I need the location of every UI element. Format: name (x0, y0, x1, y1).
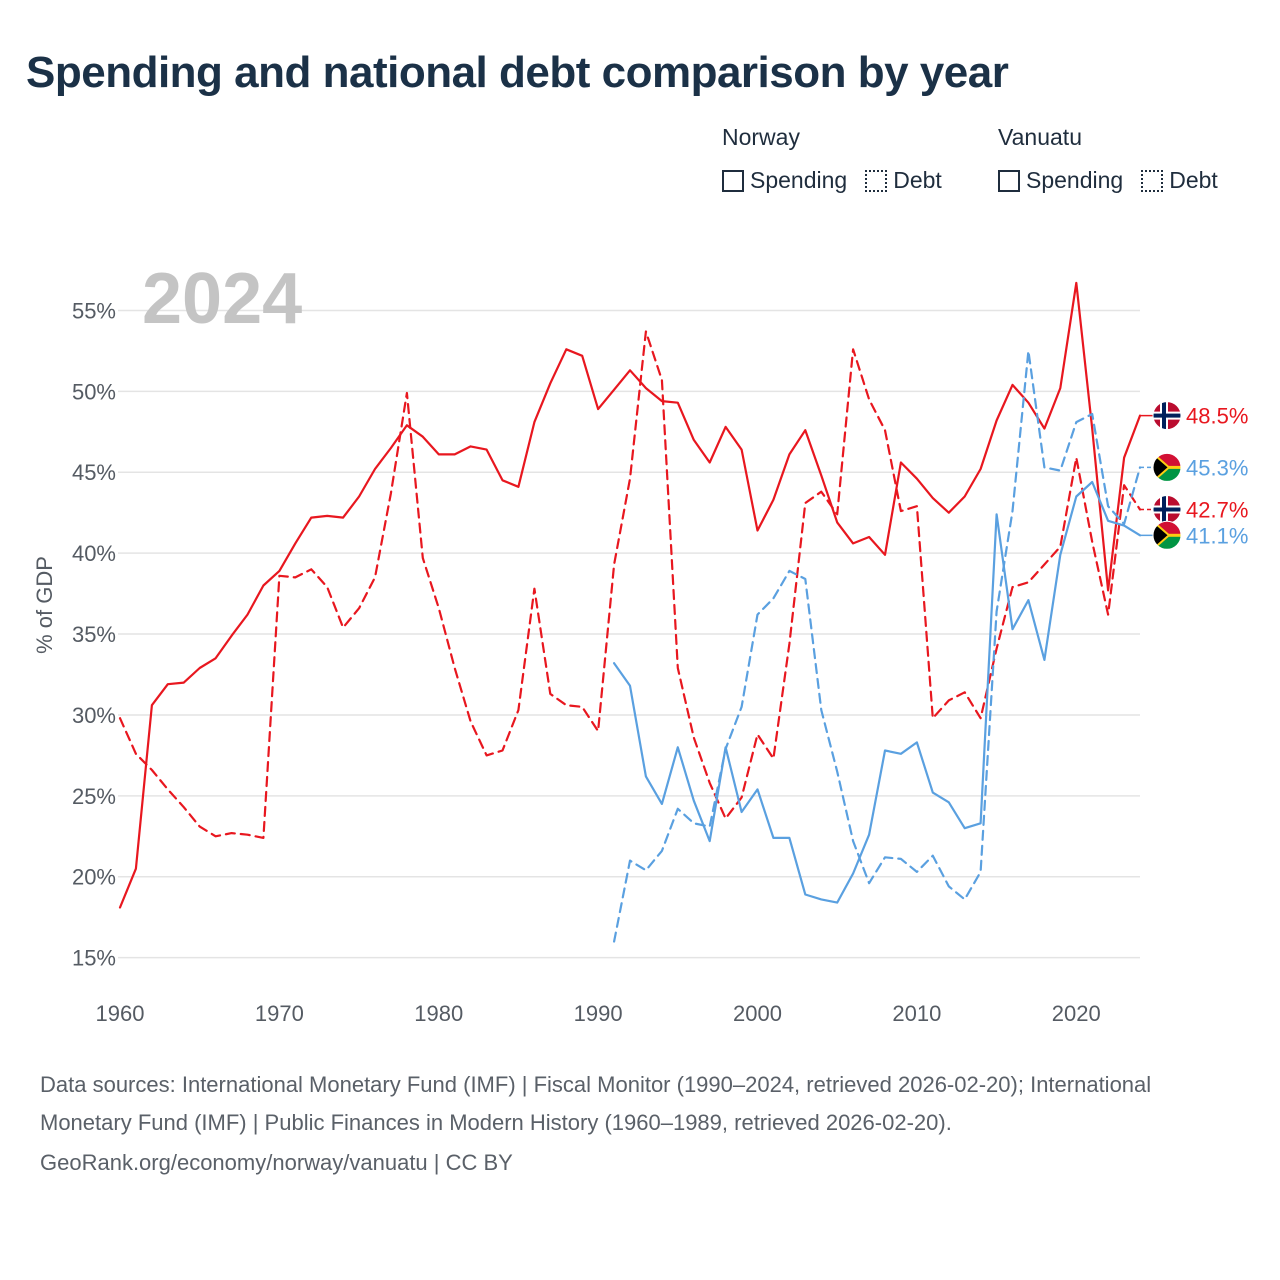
legend-item-vanuatu-spending[interactable]: Spending (998, 167, 1123, 194)
flag-clip (1153, 495, 1181, 524)
flag-cross-blue-v (1162, 401, 1166, 430)
x-tick-label: 2020 (1052, 1001, 1101, 1026)
legend-row-vanuatu: Spending Debt (998, 167, 1218, 194)
flag-stripe-h (1169, 465, 1181, 469)
legend-country-vanuatu: Vanuatu (998, 124, 1082, 150)
legend-item-vanuatu-debt[interactable]: Debt (1141, 167, 1218, 194)
flag-triangle (1153, 453, 1169, 482)
y-tick-label: 25% (72, 784, 116, 809)
y-tick-label: 20% (72, 865, 116, 890)
x-tick-label: 1960 (96, 1001, 145, 1026)
legend-group-norway: Norway Spending Debt (722, 124, 942, 194)
x-tick-label: 1980 (414, 1001, 463, 1026)
y-tick-label: 55% (72, 298, 116, 323)
flag-ring (1152, 401, 1182, 431)
end-labels: 48.5% 42.7%41.1% 45.3% (1140, 401, 1248, 550)
legend-swatch-solid (998, 169, 1020, 192)
legend-label: Debt (1169, 167, 1218, 193)
legend-label: Spending (750, 167, 848, 193)
legend-label: Spending (1026, 167, 1124, 193)
y-tick-label: 30% (72, 703, 116, 728)
x-tick-label: 2010 (892, 1001, 941, 1026)
legend-item-norway-spending[interactable]: Spending (722, 167, 847, 194)
flag-ring (1152, 452, 1182, 482)
y-tick-label: 40% (72, 541, 116, 566)
legend-item-norway-debt[interactable]: Debt (865, 167, 942, 194)
series-line-vanuatu-debt (612, 349, 1142, 943)
legend-swatch-dotted (1141, 169, 1164, 192)
flag-cross-blue-h (1153, 507, 1181, 512)
legend-country-norway: Norway (722, 124, 800, 150)
flag-triangle (1153, 521, 1169, 550)
end-value-label: 45.3% (1186, 455, 1248, 480)
series-layer (118, 281, 1142, 943)
flag-cross-blue-h (1153, 413, 1181, 418)
flag-clip (1153, 401, 1181, 430)
legend-group-vanuatu: Vanuatu Spending Debt (998, 124, 1218, 194)
vanuatu-flag-icon (1152, 520, 1182, 550)
x-tick-label: 1990 (574, 1001, 623, 1026)
end-value-label: 48.5% (1186, 404, 1248, 429)
y-tick-label: 35% (72, 622, 116, 647)
legend-swatch-solid (722, 169, 744, 192)
flag-stripe-h (1169, 533, 1181, 537)
norway-flag-icon (1152, 495, 1182, 524)
chart-area: 15% 20% 25% 30% 35% 40% 45% 50% 55% 1960 1970 1980 1… (0, 230, 1280, 1050)
legend-swatch-dotted (865, 169, 888, 192)
axes: 15% 20% 25% 30% 35% 40% 45% 50% 55% 1960 1970 1980 1… (72, 298, 1101, 1026)
series-line-norway-debt (118, 330, 1142, 840)
y-tick-label: 50% (72, 379, 116, 404)
legend-label: Debt (893, 167, 942, 193)
year-watermark: 2024 (142, 259, 302, 339)
y-axis-title: % of GDP (32, 556, 57, 654)
end-value-label: 41.1% (1186, 523, 1248, 548)
flag-ring (1152, 520, 1182, 550)
chart-title: Spending and national debt comparison by… (26, 48, 1009, 97)
x-tick-label: 2000 (733, 1001, 782, 1026)
series-line-vanuatu-spending (612, 480, 1142, 904)
series-line-norway-spending (118, 281, 1142, 909)
flag-clip (1153, 521, 1181, 550)
line-chart: 15% 20% 25% 30% 35% 40% 45% 50% 55% 1960 1970 1980 1… (32, 259, 1248, 1026)
y-tick-label: 15% (72, 946, 116, 971)
attribution-link[interactable]: GeoRank.org/economy/norway/vanuatu | CC … (40, 1150, 513, 1175)
norway-flag-icon (1152, 401, 1182, 431)
x-tick-label: 1970 (255, 1001, 304, 1026)
flag-cross-blue-v (1162, 495, 1166, 524)
footer: Data sources: International Monetary Fun… (40, 1066, 1240, 1182)
legend-row-norway: Spending Debt (722, 167, 942, 194)
vanuatu-flag-icon (1152, 452, 1182, 482)
data-sources: Data sources: International Monetary Fun… (40, 1072, 1152, 1135)
gridlines (118, 309, 1140, 959)
y-tick-label: 45% (72, 460, 116, 485)
flag-clip (1153, 453, 1181, 482)
end-value-label: 42.7% (1186, 497, 1248, 522)
